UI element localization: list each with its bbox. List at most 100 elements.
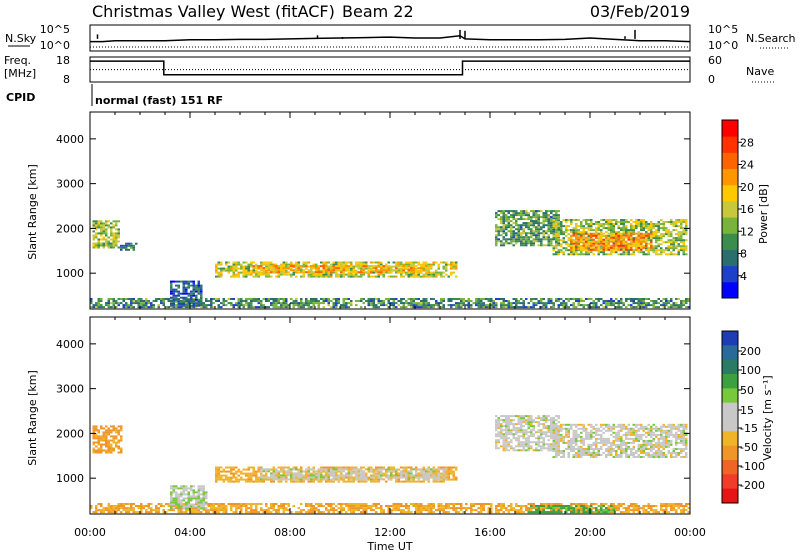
data-cell [417,273,420,276]
data-cell [637,439,640,442]
data-cell [445,478,448,481]
data-cell [567,431,570,434]
data-cell [505,220,508,223]
data-cell [237,273,240,276]
data-cell [567,306,570,309]
data-cell [412,480,415,483]
data-cell [522,443,525,446]
data-cell [635,248,638,251]
data-cell [260,265,263,268]
data-cell [387,302,390,305]
data-cell [547,240,550,243]
data-cell [515,431,518,434]
data-cell [500,415,503,418]
data-cell [422,263,425,266]
data-cell [617,232,620,235]
data-cell [352,476,355,479]
data-cell [560,221,563,223]
data-cell [617,437,620,440]
data-cell [357,476,360,479]
data-cell [102,230,105,233]
data-cell [430,263,433,266]
data-cell [145,302,148,305]
data-cell [262,267,265,270]
data-cell [255,263,258,266]
data-cell [612,246,615,249]
data-cell [652,454,655,456]
data-cell [362,263,365,266]
data-cell [612,244,615,247]
data-cell [537,435,540,438]
data-cell [572,248,575,251]
data-cell [235,269,238,272]
data-cell [515,306,518,309]
data-cell [400,263,403,266]
data-cell [390,298,393,300]
data-cell [555,233,558,236]
data-cell [302,265,305,268]
data-cell [197,302,200,305]
data-cell [232,476,235,479]
data-cell [517,441,520,444]
data-cell [125,304,128,307]
data-cell [395,302,398,305]
data-cell [632,240,635,243]
data-cell [622,304,625,307]
data-cell [515,300,518,302]
data-cell [625,221,628,223]
data-cell [507,224,510,227]
data-cell [112,425,115,428]
data-cell [152,300,155,302]
data-cell [387,298,390,300]
data-cell [602,423,605,426]
data-cell [565,243,568,246]
data-cell [265,472,268,475]
data-cell [472,302,475,305]
data-cell [675,241,678,244]
data-cell [627,236,630,239]
data-cell [210,302,213,305]
data-cell [530,224,533,227]
data-cell [552,228,555,231]
data-cell [630,219,633,221]
data-cell [287,273,290,276]
data-cell [120,425,123,428]
data-cell [295,304,298,307]
data-cell [317,269,320,272]
data-cell [650,227,653,230]
data-cell [627,253,630,256]
data-cell [342,478,345,481]
data-cell [497,431,500,434]
data-cell [582,437,585,440]
data-cell [570,231,573,234]
data-cell [530,228,533,231]
data-cell [102,443,105,446]
data-cell [147,306,150,309]
data-cell [510,415,513,418]
data-cell [592,452,595,454]
data-cell [230,466,233,469]
data-cell [282,300,285,302]
data-cell [610,450,613,452]
data-cell [515,238,518,241]
data-cell [297,476,300,479]
data-cell [427,273,430,276]
data-cell [440,298,443,300]
data-cell [112,302,115,305]
data-cell [315,302,318,305]
data-cell [260,302,263,305]
data-cell [455,466,458,469]
data-cell [512,427,515,430]
data-cell [222,298,225,300]
data-cell [565,231,568,234]
data-cell [657,253,660,256]
data-cell [617,306,620,309]
data-cell [530,236,533,239]
data-cell [507,449,510,452]
data-cell [570,445,573,448]
data-cell [292,271,295,274]
data-cell [365,476,368,479]
data-cell [557,233,560,236]
data-cell [615,443,618,446]
data-cell [282,306,285,309]
